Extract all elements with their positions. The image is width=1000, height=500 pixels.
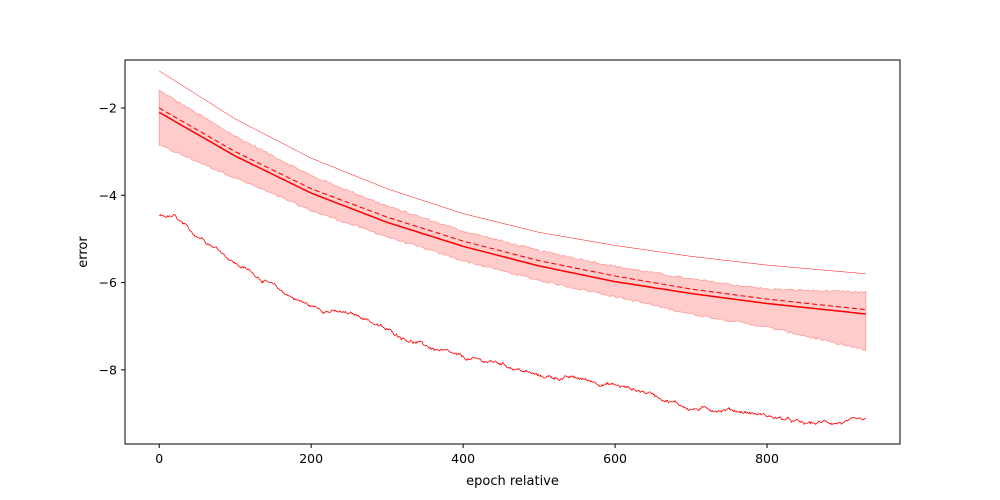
- plot-frame: [124, 59, 901, 445]
- y-tick-label: −4: [99, 188, 117, 203]
- confidence-band-layer: [158, 89, 867, 351]
- x-tick-label: 400: [451, 451, 475, 466]
- x-tick-label: 0: [155, 451, 163, 466]
- series-layer: [158, 70, 867, 425]
- series-line-solid: [158, 111, 866, 315]
- y-tick-label: −8: [99, 362, 117, 377]
- x-tick-label: 200: [299, 451, 323, 466]
- y-axis-ticks: −2 −4 −6 −8: [99, 101, 125, 377]
- series-line-thin: [159, 70, 866, 275]
- x-tick-label: 600: [603, 451, 627, 466]
- confidence-band: [158, 89, 867, 351]
- series-line-dashed: [158, 107, 866, 311]
- x-axis-label: epoch relative: [466, 474, 559, 489]
- y-tick-label: −6: [99, 275, 117, 290]
- series-line-noisy: [158, 214, 867, 425]
- y-tick-label: −2: [99, 101, 117, 116]
- y-axis-label: error: [76, 236, 91, 268]
- x-tick-label: 800: [755, 451, 779, 466]
- x-axis-ticks: 0 200 400 600 800: [155, 444, 779, 466]
